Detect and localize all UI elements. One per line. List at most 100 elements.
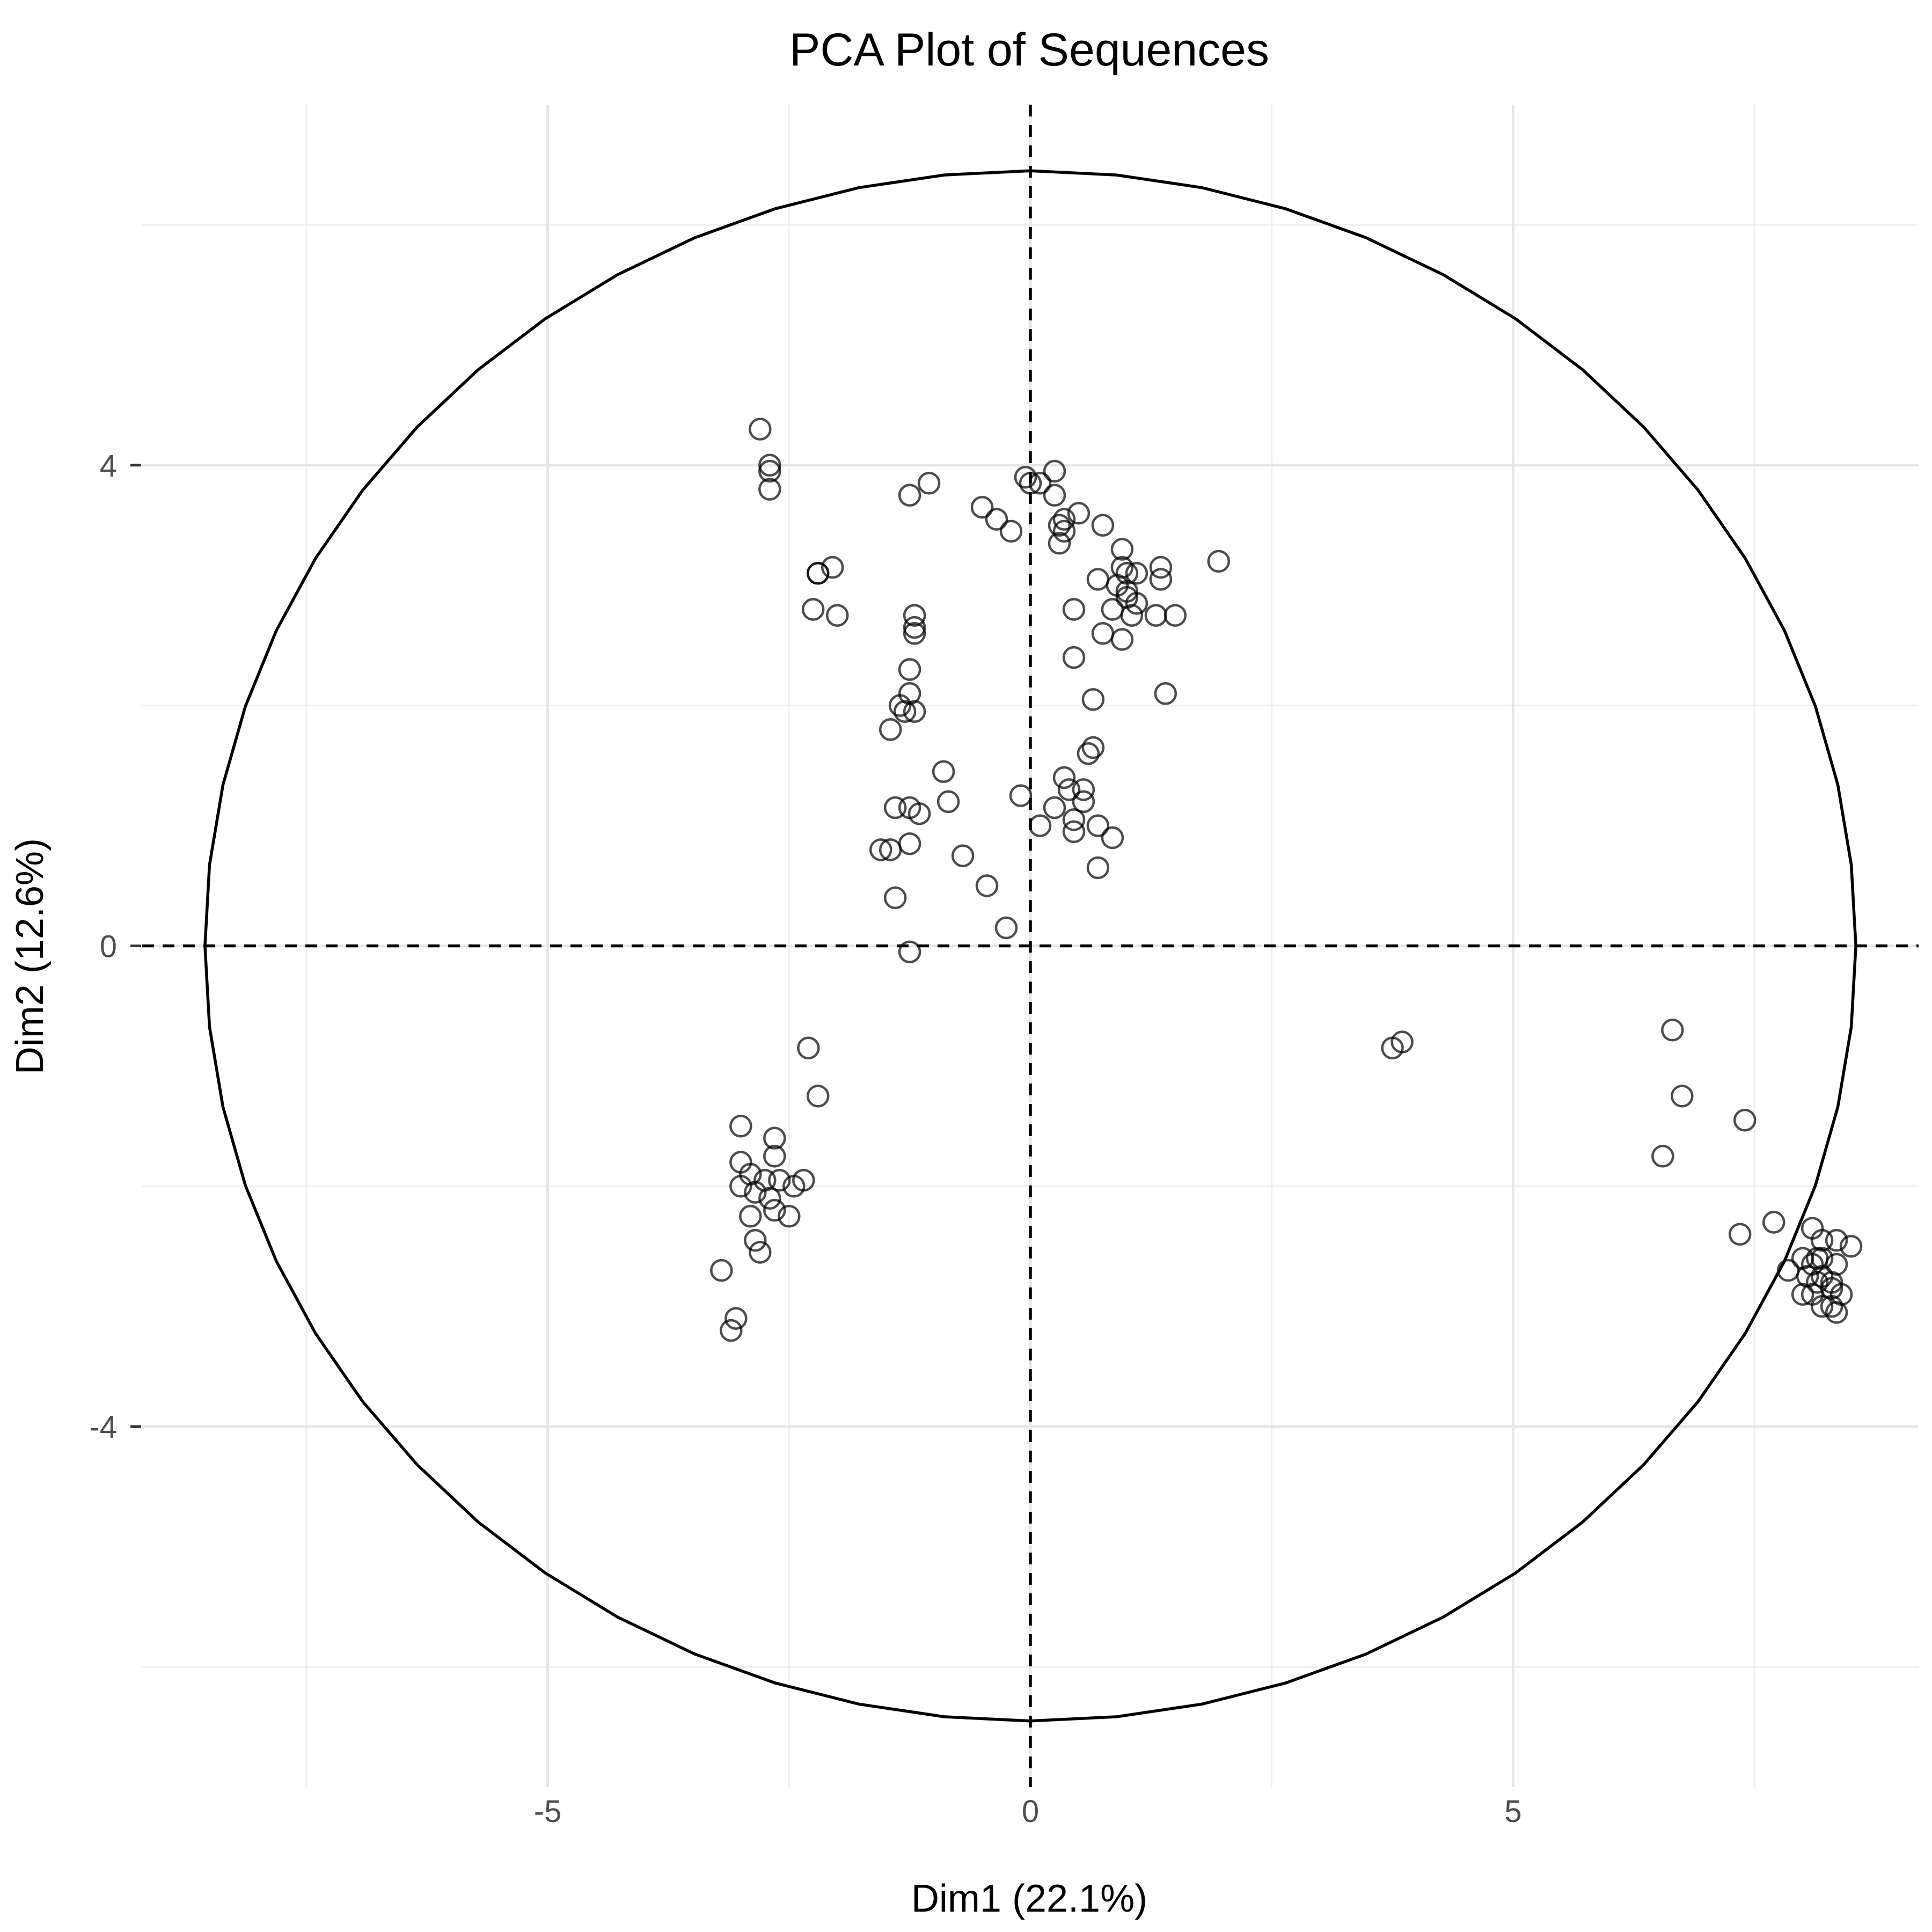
data-point (1072, 790, 1095, 814)
data-point (724, 1307, 748, 1330)
data-point (932, 760, 955, 784)
data-point (1101, 826, 1124, 850)
data-point (1077, 742, 1100, 765)
data-point (999, 519, 1023, 543)
y-tick-label: -4 (89, 1410, 117, 1445)
data-point (1014, 465, 1037, 489)
data-point (1062, 598, 1086, 621)
data-point (1149, 555, 1173, 579)
data-point (1762, 1211, 1785, 1234)
data-point (1810, 1295, 1834, 1318)
data-point (903, 700, 926, 723)
data-point (1028, 814, 1052, 837)
data-point (1163, 604, 1187, 627)
data-point (806, 1085, 830, 1108)
data-point (898, 940, 921, 963)
x-tick-label: 5 (1504, 1794, 1521, 1829)
data-point (763, 1126, 786, 1150)
data-point (1144, 604, 1168, 627)
data-point (1805, 1271, 1829, 1294)
data-point (917, 472, 941, 495)
data-point (1048, 532, 1071, 555)
data-point (821, 555, 844, 579)
data-point (1110, 538, 1134, 561)
data-point (1009, 784, 1033, 807)
data-point (1043, 484, 1066, 507)
data-points (710, 418, 1863, 1342)
data-point (883, 796, 907, 819)
data-point (778, 1205, 801, 1228)
data-point (758, 1187, 781, 1210)
data-point (883, 886, 907, 910)
data-point (1057, 778, 1081, 801)
data-point (763, 1145, 786, 1168)
data-point (908, 802, 931, 825)
x-tick-label: -5 (534, 1794, 562, 1829)
data-point (797, 1036, 820, 1060)
data-point (1825, 1228, 1848, 1252)
data-point (768, 1168, 791, 1192)
data-point (1072, 778, 1095, 801)
data-point (1052, 519, 1076, 543)
data-point (1043, 459, 1066, 483)
data-point (903, 604, 926, 627)
data-point (879, 718, 902, 741)
data-point (985, 508, 1008, 531)
data-point (1110, 628, 1134, 651)
data-point (749, 418, 772, 441)
data-point (1125, 562, 1148, 585)
data-point (893, 700, 917, 723)
data-point (898, 658, 921, 681)
data-point (1149, 568, 1173, 591)
data-point (1067, 502, 1091, 525)
data-point (975, 874, 999, 897)
data-point (720, 1319, 743, 1342)
data-point (970, 495, 994, 519)
data-point (1791, 1283, 1814, 1306)
data-point (936, 790, 960, 814)
data-point (1810, 1247, 1834, 1270)
data-point (1391, 1030, 1414, 1053)
data-point (903, 622, 926, 645)
data-point (1154, 682, 1177, 705)
data-point (1728, 1223, 1752, 1246)
data-point (1125, 592, 1148, 615)
chart-title: PCA Plot of Sequences (789, 24, 1269, 76)
data-point (1048, 514, 1071, 537)
data-point (1207, 550, 1231, 573)
data-point (744, 1228, 767, 1252)
axis-ticks: -5 0 5 -4 0 4 (89, 449, 1521, 1829)
data-point (729, 1175, 752, 1198)
data-point (744, 1181, 767, 1204)
data-point (1081, 736, 1105, 759)
data-point (1086, 814, 1110, 837)
data-point (782, 1175, 806, 1198)
data-point (1825, 1301, 1848, 1324)
data-point (1671, 1085, 1694, 1108)
data-point (749, 1241, 772, 1264)
data-point (729, 1115, 752, 1138)
data-point (710, 1258, 733, 1282)
data-point (825, 604, 849, 627)
data-point (898, 832, 921, 855)
data-point (1081, 688, 1105, 711)
data-point (1839, 1235, 1863, 1258)
y-axis-title: Dim2 (12.6%) (9, 838, 52, 1074)
data-point (869, 838, 892, 861)
data-point (1091, 622, 1115, 645)
data-point (898, 484, 921, 507)
data-point (951, 844, 975, 867)
data-point (758, 453, 781, 477)
data-point (758, 459, 781, 483)
x-tick-label: 0 (1022, 1794, 1039, 1829)
data-point (806, 562, 830, 585)
data-point (1661, 1019, 1684, 1042)
data-point (758, 478, 781, 501)
data-point (1086, 568, 1110, 591)
x-axis-title: Dim1 (22.1%) (911, 1877, 1147, 1920)
y-tick-label: 4 (100, 449, 117, 484)
data-point (1651, 1145, 1674, 1168)
data-point (888, 694, 912, 717)
data-point (1043, 796, 1066, 819)
